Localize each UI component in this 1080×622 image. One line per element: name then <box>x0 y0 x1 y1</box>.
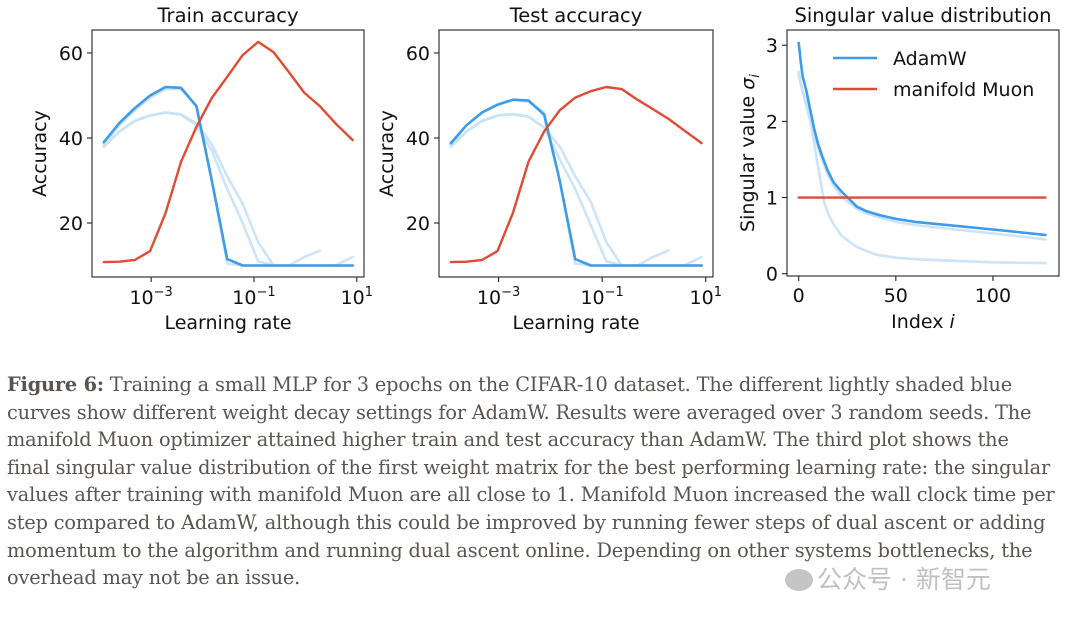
tick-exponent: 1 <box>714 285 722 300</box>
series-line-adamw <box>449 98 703 267</box>
caption-line: momentum to the algorithm and running du… <box>7 538 1033 562</box>
figure-caption: Figure 6: Training a small MLP for 3 epo… <box>7 371 1077 592</box>
x-axis-label: Learning rate <box>512 312 639 334</box>
chart-panel-3: 0 1 2 3 0 50 100 Singular value distribution Ind… <box>737 4 1060 333</box>
series-line-adamw-light-1- <box>102 111 322 267</box>
caption-text: Training a small MLP for 3 epochs on the… <box>103 373 1013 396</box>
x-tick-label: 10−3 <box>129 285 172 309</box>
series-line-adamw-light-3- <box>449 98 703 267</box>
x-tick-label: 0 <box>793 285 805 307</box>
x-tick-label: 10−1 <box>232 285 275 309</box>
y-tick-label: 3 <box>766 35 778 57</box>
tick-base: 10 <box>690 287 714 309</box>
y-axis-label: Singular value σi <box>737 74 763 232</box>
y-tick-label: 60 <box>59 43 83 65</box>
y-tick-label: 40 <box>59 128 83 150</box>
caption-line: values after training with manifold Muon… <box>7 483 1055 507</box>
tick-base: 10 <box>580 287 604 309</box>
series-line-adamw <box>797 41 1047 237</box>
plot-frame <box>91 29 365 278</box>
series-line-adamw-light-2- <box>449 112 703 267</box>
y-axis-label: Accuracy <box>376 110 398 197</box>
caption-line: final singular value distribution of the… <box>7 455 1051 479</box>
x-tick-label: 100 <box>975 285 1011 307</box>
plot-frame <box>438 29 714 278</box>
y-tick-label: 2 <box>766 111 778 133</box>
series-line-adamw-light-2- <box>102 111 355 267</box>
y-tick-label: 40 <box>406 128 430 150</box>
y-tick-label: 1 <box>766 188 778 210</box>
caption-line: curves show different weight decay setti… <box>7 400 1032 424</box>
watermark: 公众号 · 新智元 <box>785 560 991 596</box>
tick-base: 10 <box>129 287 153 309</box>
chart-title: Singular value distribution <box>794 4 1051 27</box>
x-tick-label: 101 <box>341 285 373 309</box>
y-axis-label-sigma: σ <box>737 77 759 90</box>
plot-frame <box>786 29 1060 277</box>
tick-exponent: −3 <box>501 285 520 300</box>
series-line-adamw-light-mid- <box>797 74 1047 241</box>
x-tick-label: 10−3 <box>477 285 520 309</box>
caption-line: overhead may not be an issue. <box>7 566 301 590</box>
series-line-manifold-muon <box>449 85 703 264</box>
watermark-text: 公众号 · 新智元 <box>817 565 991 594</box>
chart-title: Train accuracy <box>157 4 299 27</box>
wechat-icon <box>785 569 813 591</box>
figure: 20 40 60 10−3 10−1 101 Train accuracy Learning … <box>29 4 1060 334</box>
tick-exponent: 1 <box>365 285 373 300</box>
x-tick-label: 101 <box>690 285 722 309</box>
series-line-adamw <box>102 85 355 267</box>
x-tick-label: 50 <box>884 285 908 307</box>
legend-label: manifold Muon <box>893 79 1034 101</box>
y-tick-label: 0 <box>766 264 778 286</box>
tick-base: 10 <box>341 287 365 309</box>
legend: AdamW manifold Muon <box>833 48 1034 101</box>
y-tick-label: 20 <box>59 213 83 235</box>
tick-base: 10 <box>477 287 501 309</box>
tick-exponent: −1 <box>256 285 275 300</box>
tick-exponent: −1 <box>605 285 624 300</box>
tick-exponent: −3 <box>154 285 173 300</box>
series-line-adamw-light-1- <box>449 112 670 267</box>
legend-label: AdamW <box>893 48 967 70</box>
caption-line: step compared to AdamW, although this co… <box>7 510 1046 534</box>
x-tick-label: 10−1 <box>580 285 623 309</box>
y-axis-label-subscript: i <box>748 74 763 78</box>
series-line-manifold-muon <box>102 40 354 264</box>
caption-line: Figure 6: Training a small MLP for 3 epo… <box>7 371 1077 399</box>
y-tick-label: 20 <box>406 213 430 235</box>
x-axis-label: Index i <box>891 311 955 333</box>
x-axis-label-text: Index <box>891 311 949 333</box>
caption-line: manifold Muon optimizer attained higher … <box>7 428 1009 452</box>
x-axis-label: Learning rate <box>164 312 291 334</box>
tick-base: 10 <box>232 287 256 309</box>
y-tick-label: 60 <box>406 43 430 65</box>
x-axis-label-var: i <box>950 311 956 333</box>
y-axis-label: Accuracy <box>29 110 51 197</box>
chart-title: Test accuracy <box>509 4 643 27</box>
y-axis-label-text: Singular value <box>737 90 759 232</box>
caption-label: Figure 6: <box>7 373 104 396</box>
